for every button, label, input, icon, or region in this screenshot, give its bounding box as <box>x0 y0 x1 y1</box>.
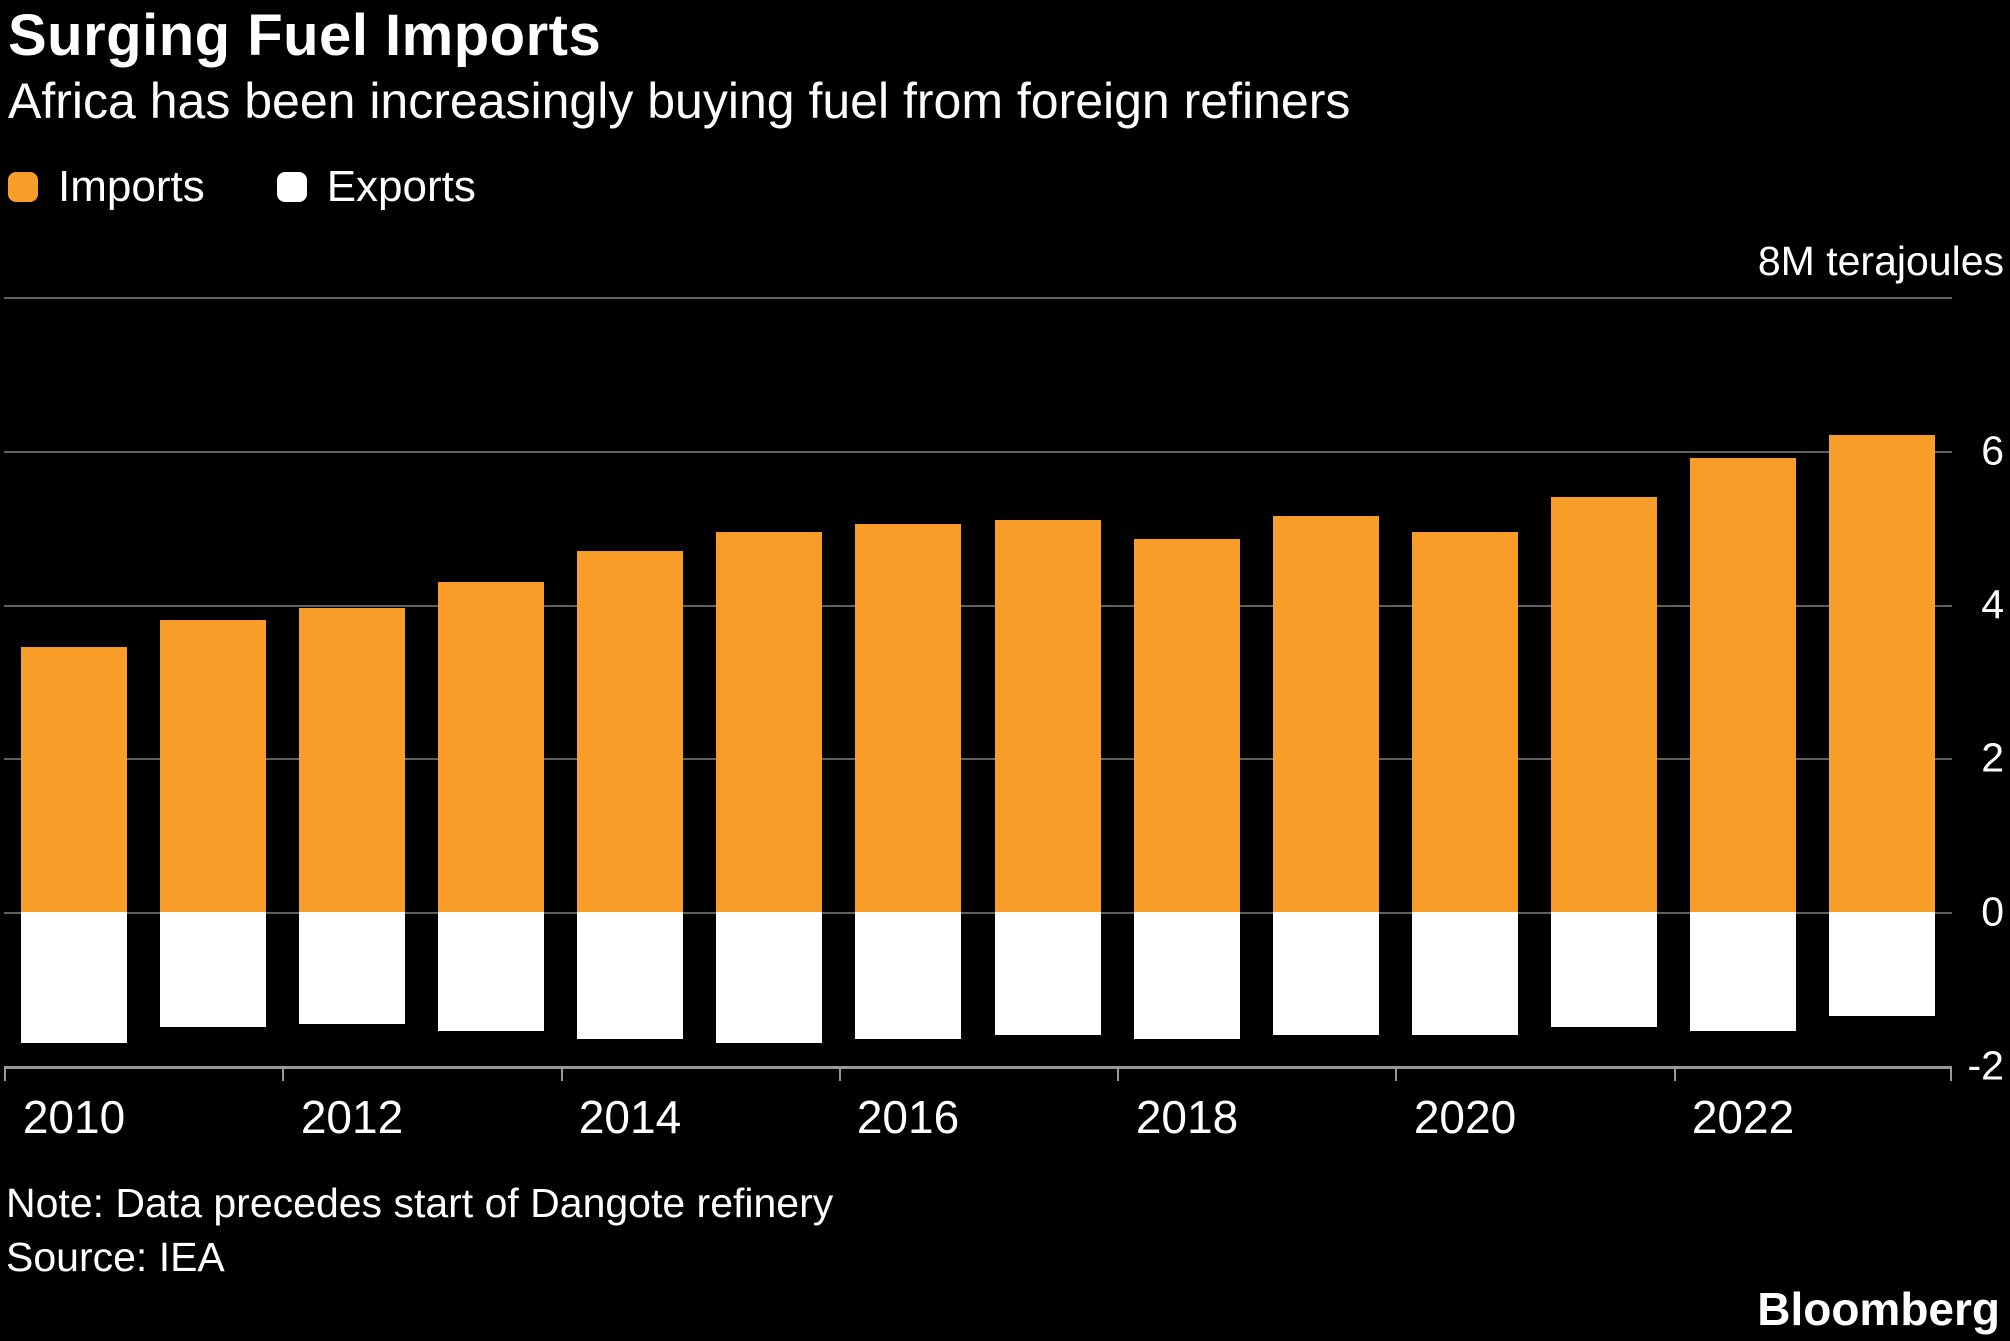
bar-exports-2023 <box>1829 912 1935 1016</box>
bar-exports-2019 <box>1273 912 1379 1035</box>
gridline-6 <box>4 451 1952 453</box>
bar-exports-2013 <box>438 912 544 1031</box>
y-axis-labels: 6 4 2 0 -2 <box>1952 297 2006 1086</box>
bar-imports-2013 <box>438 582 544 913</box>
y-tick-label--2: -2 <box>1967 1042 2004 1089</box>
x-tick-label-2012: 2012 <box>300 1091 404 1143</box>
chart-area: 6 4 2 0 -2 <box>0 297 2010 1087</box>
gridline--2 <box>4 1066 1952 1069</box>
imports-swatch-icon <box>8 172 38 202</box>
bar-exports-2010 <box>21 912 127 1043</box>
y-tick-label-6: 6 <box>1981 427 2004 474</box>
x-tick-label-2014: 2014 <box>578 1091 682 1143</box>
legend-item-imports: Imports <box>8 162 205 212</box>
bloomberg-logo: Bloomberg <box>1757 1283 2000 1335</box>
note-text: Note: Data precedes start of Dangote ref… <box>6 1180 834 1226</box>
bar-imports-2020 <box>1412 532 1518 913</box>
chart-title: Surging Fuel Imports <box>8 3 602 68</box>
x-tick-label-2018: 2018 <box>1135 1091 1239 1143</box>
bar-exports-2021 <box>1551 912 1657 1027</box>
bar-imports-2017 <box>995 520 1101 912</box>
bar-exports-2017 <box>995 912 1101 1035</box>
bar-imports-2011 <box>160 620 266 912</box>
bar-exports-2022 <box>1690 912 1796 1031</box>
bar-exports-2015 <box>716 912 822 1043</box>
bar-imports-2015 <box>716 532 822 913</box>
chart-subtitle: Africa has been increasingly buying fuel… <box>8 73 1351 129</box>
gridline-2 <box>4 758 1952 760</box>
bar-exports-2018 <box>1134 912 1240 1039</box>
x-axis-tick <box>561 1066 563 1081</box>
legend-item-exports: Exports <box>276 162 476 212</box>
legend: Imports Exports <box>8 162 476 212</box>
x-axis-tick <box>1674 1066 1676 1081</box>
x-axis-tick <box>1395 1066 1397 1081</box>
gridline-4 <box>4 605 1952 607</box>
bar-imports-2018 <box>1134 539 1240 912</box>
bar-exports-2020 <box>1412 912 1518 1035</box>
x-tick-label-2016: 2016 <box>856 1091 960 1143</box>
x-axis-labels: 2010 2012 2014 2016 2018 2020 2022 <box>4 1090 1952 1148</box>
x-tick-label-2010: 2010 <box>22 1091 126 1143</box>
bar-imports-2021 <box>1551 497 1657 912</box>
gridline-0 <box>4 912 1952 914</box>
x-tick-label-2022: 2022 <box>1691 1091 1795 1143</box>
bar-imports-2022 <box>1690 458 1796 912</box>
x-axis-tick <box>1950 1066 1952 1081</box>
x-axis-tick <box>282 1066 284 1081</box>
bar-exports-2011 <box>160 912 266 1027</box>
bar-exports-2016 <box>855 912 961 1039</box>
bar-imports-2012 <box>299 608 405 912</box>
x-tick-label-2020: 2020 <box>1413 1091 1517 1143</box>
source-text: Source: IEA <box>6 1234 225 1280</box>
bar-imports-2010 <box>21 647 127 912</box>
bar-exports-2014 <box>577 912 683 1039</box>
bar-imports-2016 <box>855 524 961 912</box>
legend-label-imports: Imports <box>58 162 205 211</box>
bar-imports-2019 <box>1273 516 1379 912</box>
legend-label-exports: Exports <box>326 162 476 211</box>
y-axis-unit-label: 8M terajoules <box>1757 238 2004 284</box>
plot-area <box>4 297 1952 1081</box>
bar-exports-2012 <box>299 912 405 1024</box>
bar-imports-2014 <box>577 551 683 912</box>
y-tick-label-0: 0 <box>1981 888 2004 935</box>
x-axis-tick <box>4 1066 6 1081</box>
x-axis-tick <box>839 1066 841 1081</box>
bar-imports-2023 <box>1829 435 1935 912</box>
y-tick-label-4: 4 <box>1981 581 2004 628</box>
gridline-8 <box>4 297 1952 299</box>
exports-swatch-icon <box>276 172 307 202</box>
x-axis-tick <box>1117 1066 1119 1081</box>
y-tick-label-2: 2 <box>1981 734 2004 781</box>
